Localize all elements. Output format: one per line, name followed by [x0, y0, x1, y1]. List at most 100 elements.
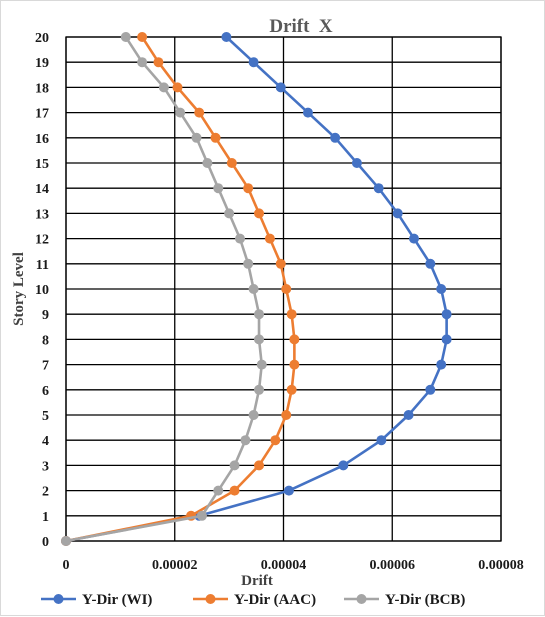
series-layer [61, 32, 452, 546]
data-point [373, 183, 384, 194]
data-point [194, 107, 205, 118]
y-tick-label: 0 [42, 535, 49, 550]
data-point [264, 233, 275, 244]
series-2 [61, 32, 267, 546]
data-point [256, 359, 267, 370]
data-point [283, 485, 294, 496]
data-point [302, 107, 313, 118]
y-tick-label: 3 [42, 459, 49, 474]
data-point [226, 158, 237, 168]
y-tick-label: 16 [35, 132, 49, 147]
y-tick-label: 1 [42, 510, 49, 525]
x-tick-label: 0.00002 [152, 558, 198, 573]
data-point [210, 132, 221, 143]
data-point [120, 32, 131, 42]
data-point [229, 460, 240, 471]
y-tick-label: 7 [42, 359, 49, 374]
data-point [289, 334, 300, 345]
legend-swatch-marker [53, 594, 64, 604]
y-tick-label: 12 [35, 233, 49, 248]
legend-label: Y-Dir (BCB) [385, 592, 465, 608]
data-point [425, 384, 436, 395]
data-point [436, 359, 447, 370]
y-tick-label: 9 [42, 308, 49, 323]
data-point [153, 57, 164, 68]
x-tick-label: 0.00008 [478, 558, 524, 573]
legend-swatch-marker [356, 594, 367, 604]
data-point [436, 284, 447, 294]
data-point [351, 158, 362, 168]
data-point [243, 258, 254, 269]
y-tick-label: 6 [42, 384, 49, 399]
data-point [286, 384, 297, 395]
y-tick-label: 8 [42, 333, 49, 348]
data-point [137, 32, 148, 42]
y-tick-label: 14 [35, 182, 49, 197]
data-point [213, 183, 224, 194]
x-tick-label: 0 [63, 558, 70, 573]
x-tick-label: 0.00006 [370, 558, 416, 573]
y-tick-label: 13 [35, 207, 49, 222]
data-point [175, 107, 186, 118]
legend-entry: Y-Dir (WI) [41, 592, 152, 608]
data-point [137, 57, 148, 68]
data-point [248, 410, 259, 420]
legend-swatch-marker [205, 594, 216, 604]
data-point [254, 460, 265, 471]
data-point [275, 82, 286, 93]
data-point [172, 82, 183, 93]
data-point [221, 32, 232, 42]
data-point [330, 132, 341, 143]
data-point [441, 309, 452, 320]
data-point [158, 82, 169, 93]
plot-border [65, 36, 502, 542]
grid-lines [65, 36, 502, 542]
data-point [235, 233, 245, 244]
data-point [213, 485, 224, 496]
data-point [254, 384, 265, 395]
data-point [289, 359, 300, 370]
y-tick-label: 20 [35, 31, 49, 46]
data-point [254, 309, 265, 320]
y-tick-label: 17 [35, 107, 49, 122]
y-tick-label: 4 [42, 434, 49, 449]
data-point [281, 284, 292, 294]
data-point [403, 410, 414, 420]
data-point [224, 208, 235, 219]
legend: Y-Dir (WI) Y-Dir (AAC) Y-Dir (BCB) [41, 592, 465, 608]
data-point [240, 435, 251, 446]
data-point [409, 233, 419, 244]
series-1 [61, 32, 300, 546]
data-point [248, 284, 259, 294]
legend-entry: Y-Dir (BCB) [344, 592, 465, 608]
y-tick-label: 18 [35, 81, 49, 96]
data-point [248, 57, 259, 68]
data-point [286, 309, 297, 320]
data-point [275, 258, 286, 269]
legend-entry: Y-Dir (AAC) [193, 592, 316, 608]
y-tick-label: 10 [35, 283, 49, 298]
data-point [202, 158, 213, 168]
y-tick-label: 5 [42, 409, 49, 424]
data-point [191, 132, 202, 143]
data-point [196, 510, 207, 521]
data-point [270, 435, 281, 446]
y-tick-label: 2 [42, 485, 49, 500]
data-point [243, 183, 254, 194]
x-tick-label: 0.00004 [261, 558, 307, 573]
data-point [425, 258, 436, 269]
chart-title: Drift X [269, 16, 333, 37]
data-point [254, 208, 265, 219]
y-tick-label: 15 [35, 157, 49, 172]
data-point [281, 410, 292, 420]
data-point [338, 460, 349, 471]
y-tick-label: 19 [35, 56, 49, 71]
data-point [376, 435, 387, 446]
y-axis-label: Story Level [11, 252, 27, 326]
data-point [392, 208, 403, 219]
x-axis-label: Drift [241, 573, 273, 589]
legend-label: Y-Dir (WI) [82, 592, 152, 608]
